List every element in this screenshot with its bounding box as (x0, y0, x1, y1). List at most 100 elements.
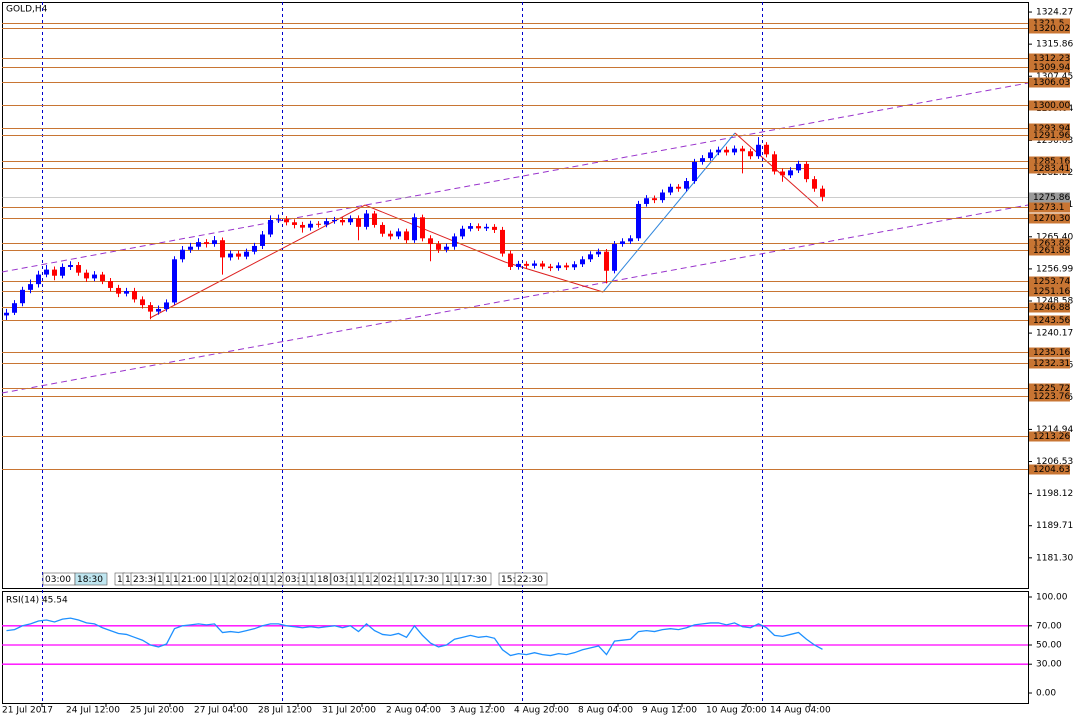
session-tag: 1 (117, 575, 123, 585)
x-tick-label: 25 Jul 20:00 (130, 706, 184, 716)
y-tick-label: 1324.27 (1036, 8, 1073, 18)
y-tick-label: 1315.86 (1036, 40, 1073, 50)
session-tag-box (314, 572, 331, 586)
candle-body (332, 219, 337, 222)
zigzag-down (149, 204, 604, 319)
level-label: 1300.00 (1033, 101, 1070, 111)
level-label: 1204.63 (1033, 465, 1070, 475)
session-tag: 1 (445, 575, 451, 585)
candle-body (420, 217, 425, 239)
rsi-y-tick-label: 100.00 (1036, 592, 1068, 602)
y-tick-label: 1189.71 (1036, 521, 1073, 531)
candle-body (532, 263, 537, 266)
y-tick-label: 1307.45 (1036, 72, 1073, 82)
candle-body (644, 198, 649, 204)
candle-body (604, 251, 609, 271)
y-tick-label: 1290.63 (1036, 136, 1073, 146)
candle-body (148, 305, 153, 312)
candle-body (388, 233, 393, 237)
rsi-line (6, 617, 823, 657)
candle-body (708, 152, 713, 159)
candle-body (164, 302, 169, 309)
session-tag: 2 (229, 575, 235, 585)
candle-body (196, 242, 201, 247)
level-label: 1232.31 (1033, 359, 1070, 369)
level-tag (1029, 123, 1070, 134)
level-label: 1312.23 (1033, 54, 1070, 64)
level-label: 1291.96 (1033, 131, 1070, 141)
session-tag: 1 (213, 575, 219, 585)
candle-body (820, 188, 825, 197)
session-tag: 1 (309, 575, 315, 585)
candle-body (564, 265, 569, 268)
level-label: 1243.56 (1033, 316, 1070, 326)
candle-body (548, 266, 553, 269)
candle-body (292, 222, 297, 225)
candle-body (212, 240, 217, 245)
session-tag: 1 (173, 575, 179, 585)
session-tag: 03:00 (45, 575, 71, 585)
candle-body (76, 265, 81, 273)
y-tick-label: 1248.58 (1036, 296, 1073, 306)
candle-body (252, 245, 257, 252)
candle-body (188, 246, 193, 250)
level-tag (1029, 347, 1070, 358)
candle-body (588, 254, 593, 260)
candle-body (300, 224, 305, 228)
session-tag: 2 (373, 575, 379, 585)
candle-body (244, 251, 249, 257)
x-tick-label: 21 Jul 2017 (2, 706, 53, 716)
session-tag: 02: (381, 575, 395, 585)
level-tag (1029, 202, 1070, 213)
candle-body (596, 251, 601, 255)
level-tag (1029, 77, 1070, 88)
session-tag: 1 (397, 575, 403, 585)
candle-body (324, 221, 329, 225)
x-tick-label: 24 Jul 12:00 (66, 706, 120, 716)
candle-body (36, 274, 41, 285)
trend-lines (1, 82, 1029, 394)
session-tag: 1 (349, 575, 355, 585)
candle-body (156, 308, 161, 312)
level-labels: 1321.51320.021312.231309.941306.031300.0… (1029, 18, 1070, 475)
level-label: 1263.82 (1033, 239, 1070, 249)
candle-body (436, 244, 441, 250)
y-tick-label: 1240.17 (1036, 329, 1073, 339)
session-tag: 0 (253, 575, 259, 585)
candle-body (340, 219, 345, 223)
candle-body (348, 218, 353, 223)
candle-body (788, 170, 793, 176)
candle-body (580, 259, 585, 265)
rsi-y-tick-label: 50.00 (1036, 641, 1062, 651)
x-tick-label: 31 Jul 20:00 (322, 706, 376, 716)
x-tick-label: 28 Jul 12:00 (258, 706, 312, 716)
session-tag: 18 (317, 575, 329, 585)
candle-body (100, 274, 105, 282)
level-tag (1029, 383, 1070, 394)
level-label: 1285.16 (1033, 157, 1070, 167)
level-tag (1029, 23, 1070, 34)
x-tick-label: 10 Aug 20:00 (706, 706, 767, 716)
candle-body (636, 203, 641, 239)
session-tag: 03: (333, 575, 347, 585)
candle-body (52, 269, 57, 276)
candle-body (28, 284, 33, 290)
candle-body (668, 186, 673, 193)
candle-body (468, 226, 473, 229)
level-tag (1029, 100, 1070, 111)
y-tick-label: 1265.40 (1036, 232, 1073, 242)
session-tag: 1 (365, 575, 371, 585)
candle-body (460, 228, 465, 237)
candle-body (716, 149, 721, 153)
session-tag: 1 (405, 575, 411, 585)
candle-body (204, 242, 209, 245)
candle-body (500, 229, 505, 254)
candle-body (612, 244, 617, 271)
candle-body (492, 226, 497, 230)
candle-body (68, 265, 73, 267)
level-label: 1309.94 (1033, 63, 1070, 73)
x-tick-label: 8 Aug 04:00 (578, 706, 633, 716)
level-label: 1273.1 (1033, 203, 1065, 213)
candle-body (172, 259, 177, 303)
